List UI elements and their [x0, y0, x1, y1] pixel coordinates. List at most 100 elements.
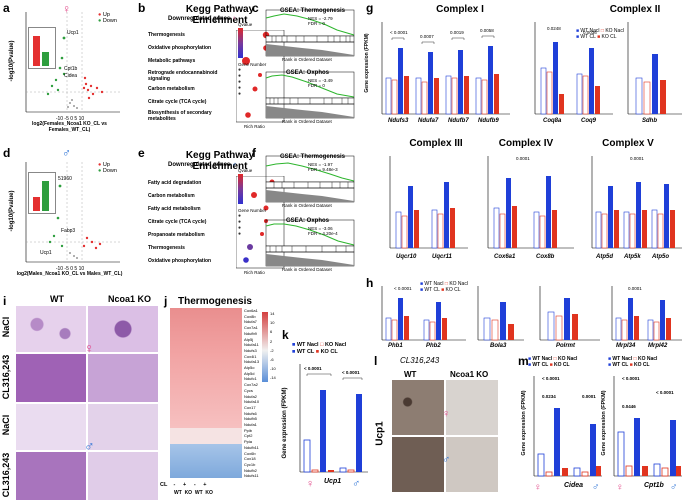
histology-row-label-3: NaCl [1, 414, 11, 436]
volcano-d-legend: ● Up ● Down [98, 162, 117, 174]
complex-1-title: Complex I [436, 4, 484, 15]
complex-5-title: Complex V [602, 138, 654, 149]
female-symbol-l: ♀ [442, 408, 451, 420]
ihc-l-row-label: Ucp1 [374, 421, 386, 446]
volcano-plot-female: -10 -5 0 5 10 log2(Females_Ncoa1 KO_CL v… [9, 8, 122, 133]
pathway-item: Metabolic pathways [148, 58, 196, 64]
gene-label: Sdhb [642, 118, 657, 124]
gsea-f1-xlabel: Rank in Ordered Dataset [282, 203, 332, 208]
kegg-b-xlabel: Rich Ratio [244, 124, 265, 129]
gsea-f2-title: GSEA: Oxphos [286, 218, 330, 224]
pval-label: 0.0019 [450, 30, 464, 35]
volcano-a-gene-ucp1: Ucp1 [67, 30, 79, 36]
volcano-d-inset [28, 172, 56, 214]
volcano-d-count: 51960 [58, 176, 72, 182]
volcano-d-ylabel: -log10(Pvalue) [9, 190, 15, 232]
volcano-a-gene-cidea: Cidea [64, 73, 78, 79]
bar-group-sdhb: Sdhb [618, 18, 684, 134]
volcano-d-gene-ucp1: Ucp1 [40, 250, 52, 256]
panel-label-j: j [164, 294, 168, 308]
kegg-b-list: Thermogenesis Oxidative phosphorylation … [148, 30, 308, 129]
pval-label: < 0.0001 [542, 376, 560, 381]
complex-2-title: Complex II [609, 4, 661, 15]
gene-label: Ndufb7 [448, 118, 469, 124]
legend-m: ■ WT Nacl □ KO Nacl ■ WT CL ■ KO CL [528, 356, 578, 368]
histology-ko-cl-m [88, 452, 158, 500]
gsea-f1-title: GSEA: Thermogenesis [280, 154, 346, 160]
pathway-item: Propanoate metabolism [148, 232, 205, 238]
gene-label: Coq9 [581, 118, 596, 124]
gsea-f1-stats: NES = -1.97 FDR = 9.48e-3 [308, 162, 338, 172]
histology-wt-nacl-m [16, 404, 86, 450]
pathway-item: Biosynthesis of secondary metabolites [148, 110, 212, 122]
bar-group-complex1: < 0.0001 0.0007 0.0019 0.0058 Ndufs3 Ndu… [372, 18, 512, 134]
gsea-c-thermogenesis: GSEA: Thermogenesis NES = -2.79 FDR = 0 R… [262, 8, 358, 66]
bar-chart-m-cpt1b: < 0.0001 0.0446 < 0.0001 Cpt1b [604, 372, 684, 496]
gene-label: Atp5o [652, 254, 669, 260]
bar-chart-m-ylabel: Gene expression (FPKM) [521, 390, 527, 456]
ihc-l-grid [392, 380, 498, 492]
gene-label: Atp5d [596, 254, 613, 260]
heatmap-j [170, 308, 242, 478]
kegg-e-title: Kegg Pathway Enrichment [185, 150, 255, 172]
pathway-item: Thermogenesis [148, 32, 185, 38]
histology-ko-cl-f [88, 354, 158, 402]
bar-group-complex2: 0.0248 0.0036 Coq8a Coq9 [525, 18, 615, 134]
gene-label: Ndufb9 [478, 118, 499, 124]
kegg-b-title: Kegg Pathway Enrichment [185, 4, 255, 26]
volcano-d-gene-fabp3: Fabp3 [61, 228, 76, 234]
pathway-item: Carbon metabolism [148, 86, 195, 92]
histology-i-col-wt: WT [50, 294, 64, 304]
male-symbol-l: ♂ [442, 454, 451, 466]
bar-group-h2: Bola3 [470, 284, 526, 352]
histology-ko-nacl-m [88, 404, 158, 450]
heatmap-j-scale: 14 10 6 2 -2 -6 -10 -14 [270, 311, 276, 381]
pathway-item: Oxidative phosphorylation [148, 258, 212, 264]
panel-label-m: m [518, 354, 529, 368]
gsea-c1-title: GSEA: Thermogenesis [280, 8, 346, 14]
ihc-l-col-wt: WT [404, 370, 417, 379]
female-symbol-i: ♀ [84, 340, 95, 356]
pval-label: 0.0001 [628, 286, 642, 291]
panel-label-l: l [374, 354, 378, 368]
bar-group-complex4: 0.0001 Cox6a1 Cox8b [478, 152, 578, 270]
histology-row-label-2: CL316,243 [1, 354, 11, 400]
bar-group-complex3: Uqcr10 Uqcr11 [380, 152, 470, 270]
male-symbol-d: ♂ [62, 146, 71, 160]
heatmap-j-colorbar [262, 312, 268, 382]
heatmap-j-genes: Cox6a1 Cox8b Ndufa7 Cox7a1 Ndufb9 Atp5j Ndufa… [244, 308, 260, 479]
ihc-l-title: CL316,243 [400, 356, 440, 365]
pval-label: 0.0036 [583, 30, 597, 35]
bar-group-h3: Polrmt [532, 284, 602, 352]
histology-i-grid [16, 306, 158, 500]
gene-label: Cpt1b [644, 482, 664, 489]
pval-label: 0.0001 [630, 156, 644, 161]
gsea-c2-stats: NES = -3.49 FDR = 0 [308, 78, 333, 88]
panel-label-h: h [366, 276, 374, 290]
male-symbol-k: ♂ [352, 478, 361, 490]
pathway-item: Retrograde endocannabinoid signaling [148, 70, 218, 82]
histology-wt-cl-m [16, 452, 86, 500]
pathway-item: Oxidative phosphorylation [148, 45, 212, 51]
histology-ko-nacl-f [88, 306, 158, 352]
volcano-d-xlabel: log2(Males_Ncoa1 KO_CL vs Males_WT_CL) [16, 271, 123, 277]
pval-label: < 0.0001 [394, 286, 412, 291]
svg-text:-10 -5 0 5 10: -10 -5 0 5 10 [56, 116, 85, 122]
bar-chart-k-ylabel: Gene expression (FPKM) [282, 387, 288, 459]
volcano-a-gene-cpt1b: Cpt1b [64, 66, 78, 72]
bar-group-complex5: 0.0001 Atp5d Atp5k Atp5o [582, 152, 684, 270]
gsea-c1-stats: NES = -2.79 FDR = 0 [308, 16, 333, 26]
panel-label-f: f [252, 146, 256, 160]
pval-label: 0.0001 [582, 394, 596, 399]
ihc-ko-f [446, 380, 498, 435]
gene-label: Ucp1 [324, 478, 342, 485]
svg-text:-10 -5 0 5 10: -10 -5 0 5 10 [56, 266, 85, 272]
histology-i-col-ko: Ncoa1 KO [108, 294, 152, 304]
gene-label: Uqcr11 [432, 254, 452, 260]
legend-g: ■ WT Nacl □ KO Nacl ■ WT CL ■ KO CL [576, 28, 624, 40]
panel-label-b: b [138, 1, 146, 15]
gsea-f-oxphos: GSEA: Oxphos NES = -3.06 FDR = 4.20e-4 Ra… [262, 218, 358, 284]
pathway-item: Carbon metabolism [148, 193, 195, 199]
male-symbol-m1: ♂ [592, 482, 600, 493]
gsea-c2-title: GSEA: Oxphos [286, 70, 330, 76]
